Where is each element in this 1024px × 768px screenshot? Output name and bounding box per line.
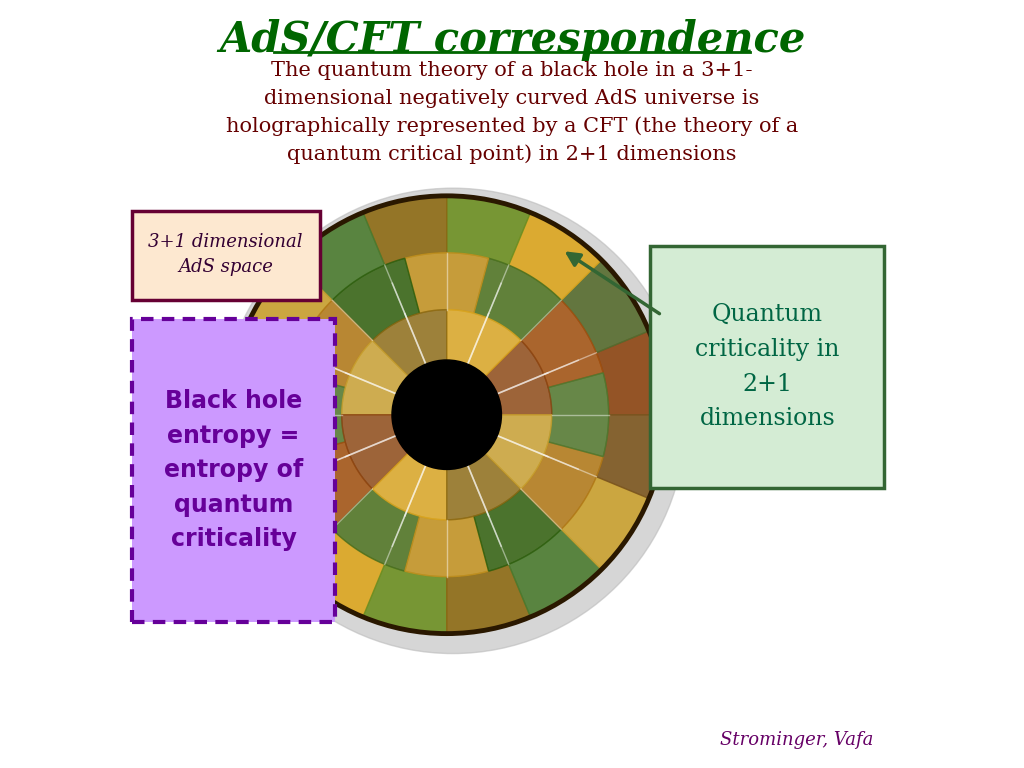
Text: AdS/CFT correspondence: AdS/CFT correspondence xyxy=(219,19,805,61)
Polygon shape xyxy=(285,372,345,457)
Polygon shape xyxy=(446,564,530,634)
Text: Quantum
criticality in
2+1
dimensions: Quantum criticality in 2+1 dimensions xyxy=(695,303,840,430)
Polygon shape xyxy=(227,415,297,498)
Text: 3+1 dimensional
AdS space: 3+1 dimensional AdS space xyxy=(148,233,303,276)
Circle shape xyxy=(392,360,502,469)
Polygon shape xyxy=(474,258,561,340)
Polygon shape xyxy=(485,340,552,415)
Polygon shape xyxy=(373,310,446,376)
Text: Strominger, Vafa: Strominger, Vafa xyxy=(720,731,872,749)
Polygon shape xyxy=(509,213,601,300)
Polygon shape xyxy=(521,442,603,529)
Circle shape xyxy=(220,188,686,654)
Polygon shape xyxy=(332,258,420,340)
Polygon shape xyxy=(362,196,446,265)
Polygon shape xyxy=(521,300,603,388)
Polygon shape xyxy=(561,477,649,570)
Polygon shape xyxy=(548,372,608,457)
FancyBboxPatch shape xyxy=(650,246,885,488)
Polygon shape xyxy=(342,340,408,415)
Polygon shape xyxy=(342,415,408,489)
Polygon shape xyxy=(446,196,530,265)
Polygon shape xyxy=(404,516,488,577)
Polygon shape xyxy=(404,253,488,313)
Polygon shape xyxy=(290,300,373,388)
Polygon shape xyxy=(485,415,552,489)
Polygon shape xyxy=(292,213,385,300)
Polygon shape xyxy=(474,489,561,571)
Polygon shape xyxy=(245,260,332,353)
Circle shape xyxy=(227,196,666,634)
Polygon shape xyxy=(561,260,649,353)
Polygon shape xyxy=(446,310,521,376)
FancyBboxPatch shape xyxy=(132,211,319,300)
Polygon shape xyxy=(332,489,420,571)
Polygon shape xyxy=(509,529,601,617)
Text: The quantum theory of a black hole in a 3+1-
dimensional negatively curved AdS u: The quantum theory of a black hole in a … xyxy=(226,61,798,164)
Polygon shape xyxy=(290,442,373,529)
Polygon shape xyxy=(596,331,666,415)
Text: Black hole
entropy =
entropy of
quantum
criticality: Black hole entropy = entropy of quantum … xyxy=(164,389,303,551)
Polygon shape xyxy=(362,564,446,634)
Polygon shape xyxy=(292,529,385,617)
Polygon shape xyxy=(596,415,666,498)
Polygon shape xyxy=(373,453,446,520)
FancyBboxPatch shape xyxy=(132,319,336,622)
Polygon shape xyxy=(227,331,297,415)
Polygon shape xyxy=(446,453,521,520)
Polygon shape xyxy=(245,477,332,570)
